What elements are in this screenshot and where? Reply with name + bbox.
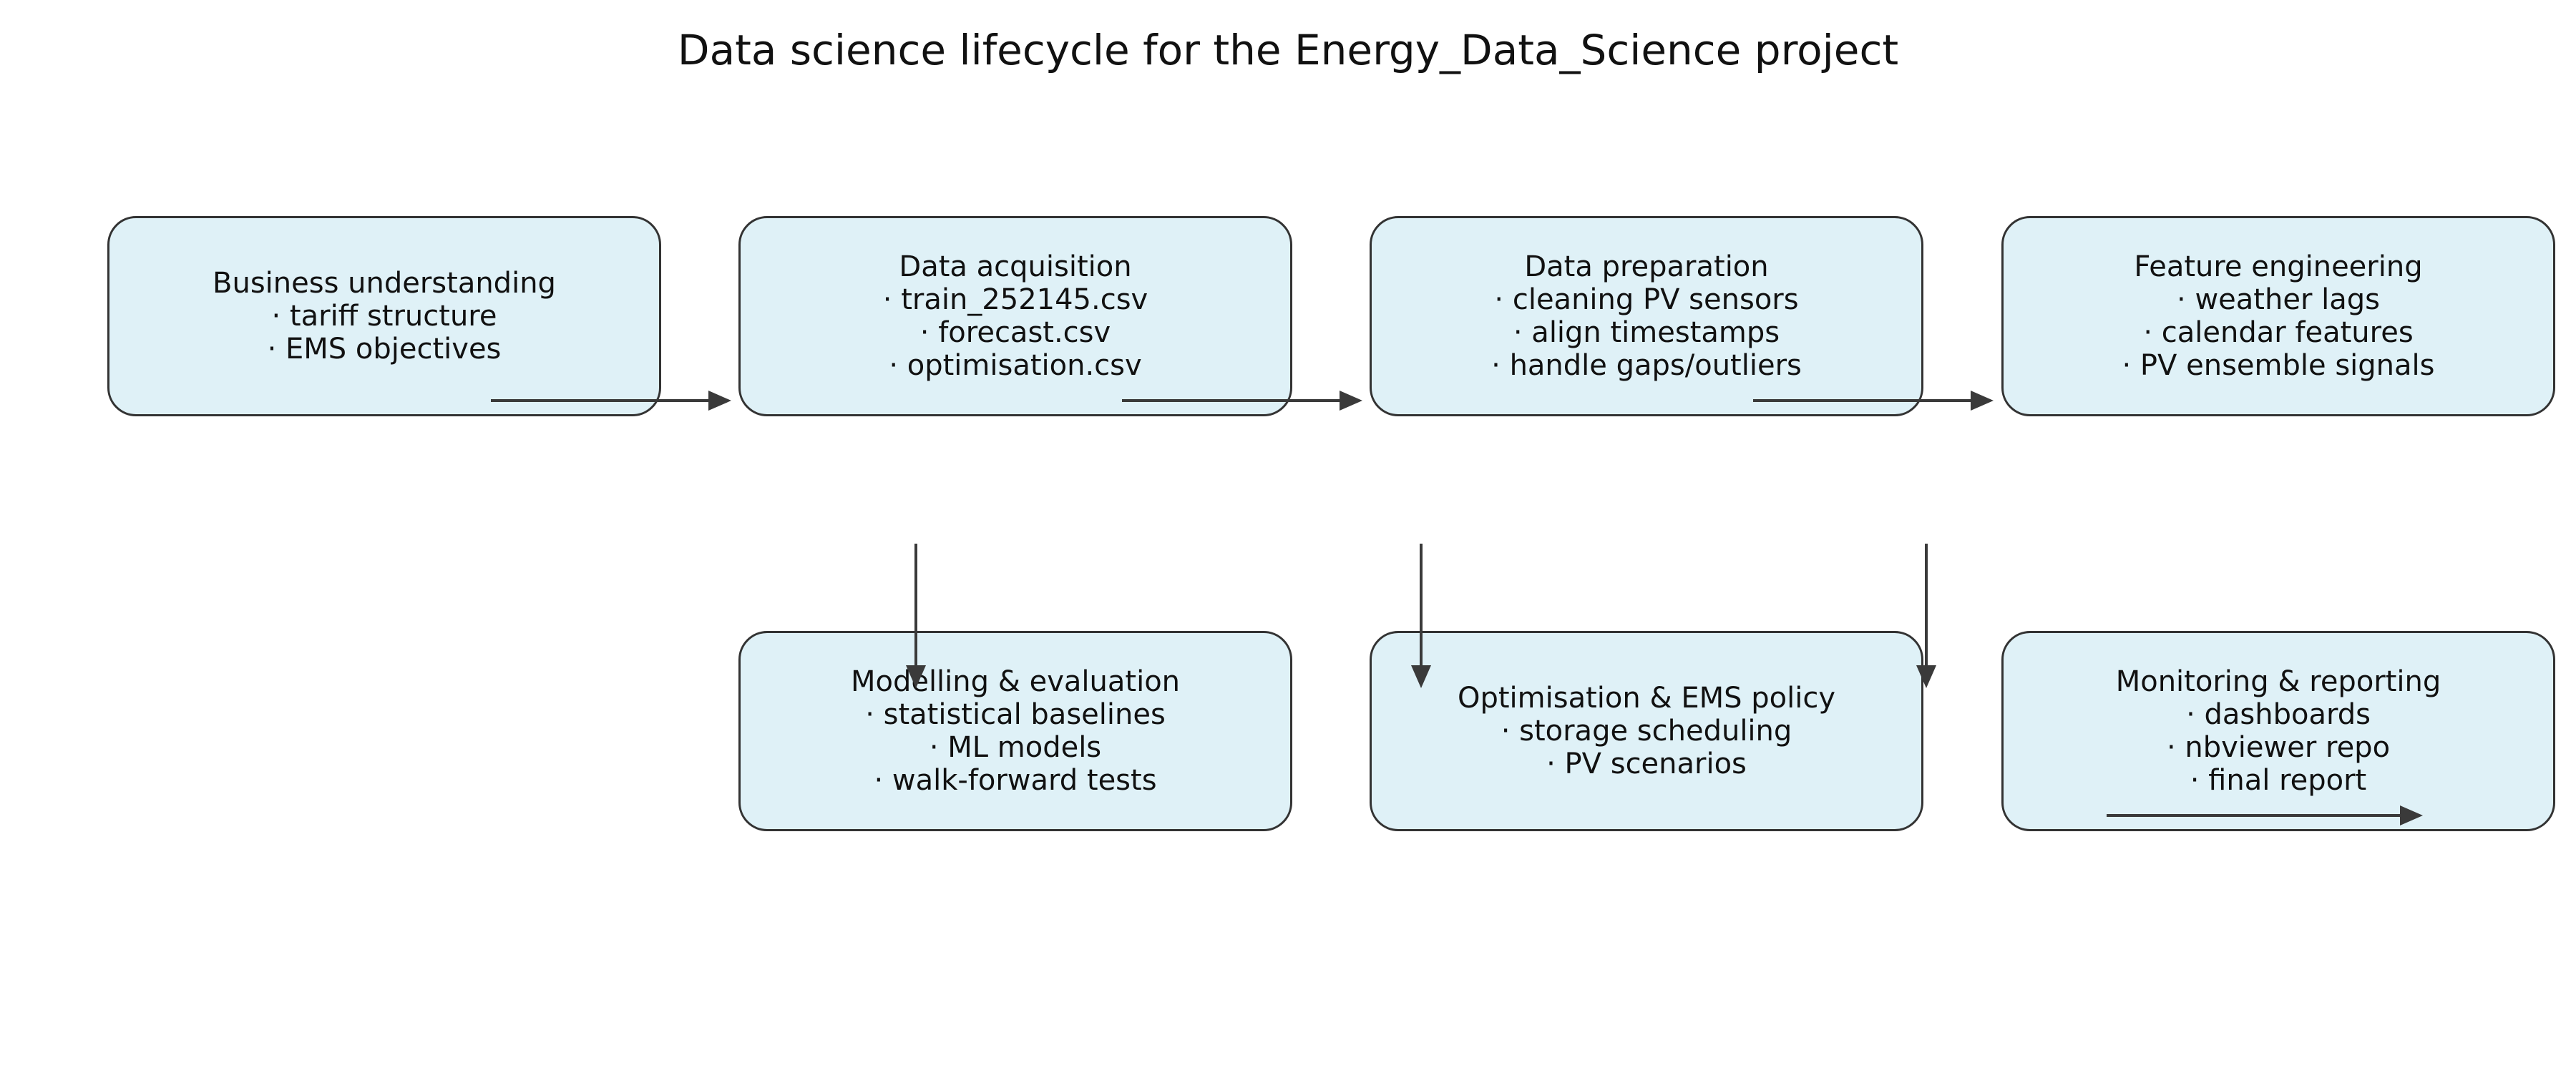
stage-box-modelling-evaluation: Modelling & evaluation · statistical bas… [738,631,1292,831]
stage-point: · handle gaps/outliers [1491,349,1802,382]
stage-point: · optimisation.csv [889,349,1142,382]
stage-title: Optimisation & EMS policy [1458,682,1835,715]
stage-box-feature-engineering: Feature engineering · weather lags · cal… [2001,216,2555,416]
stage-text: Feature engineering · weather lags · cal… [2122,250,2435,382]
stage-point: · ML models [929,731,1102,764]
stage-box-business-understanding: Business understanding · tariff structur… [107,216,661,416]
stage-title: Data preparation [1524,250,1769,283]
stage-title: Modelling & evaluation [850,665,1181,698]
stage-point: · EMS objectives [267,333,502,366]
stage-box-monitoring-reporting: Monitoring & reporting · dashboards · nb… [2001,631,2555,831]
stage-title: Business understanding [213,267,556,300]
stage-point: · PV scenarios [1546,748,1747,780]
stage-point: · statistical baselines [865,698,1166,731]
stage-point: · walk-forward tests [874,764,1157,797]
stage-title: Data acquisition [899,250,1132,283]
stage-text: Business understanding · tariff structur… [213,267,556,366]
stage-text: Modelling & evaluation · statistical bas… [851,665,1180,797]
stage-point: · forecast.csv [919,316,1111,349]
stage-box-optimisation-ems-policy: Optimisation & EMS policy · storage sche… [1370,631,1923,831]
stage-point: · cleaning PV sensors [1494,283,1799,316]
stage-point: · calendar features [2143,316,2414,349]
stage-point: · tariff structure [271,300,497,333]
stage-text: Monitoring & reporting · dashboards · nb… [2116,665,2441,797]
stage-box-data-acquisition: Data acquisition · train_252145.csv · fo… [738,216,1292,416]
stage-box-data-preparation: Data preparation · cleaning PV sensors ·… [1370,216,1923,416]
stage-point: · align timestamps [1513,316,1780,349]
stage-point: · storage scheduling [1501,715,1792,748]
stage-text: Data acquisition · train_252145.csv · fo… [883,250,1148,382]
diagram-title: Data science lifecycle for the Energy_Da… [677,26,1899,74]
stage-point: · weather lags [2177,283,2380,316]
stage-point: · PV ensemble signals [2122,349,2435,382]
stage-title: Monitoring & reporting [2115,665,2441,698]
stage-title: Feature engineering [2134,250,2423,283]
stage-point: · dashboards [2186,698,2371,731]
stage-text: Data preparation · cleaning PV sensors ·… [1491,250,1802,382]
stage-point: · final report [2190,764,2367,797]
stage-text: Optimisation & EMS policy · storage sche… [1458,682,1835,780]
stage-point: · nbviewer repo [2166,731,2391,764]
stage-point: · train_252145.csv [882,283,1148,316]
